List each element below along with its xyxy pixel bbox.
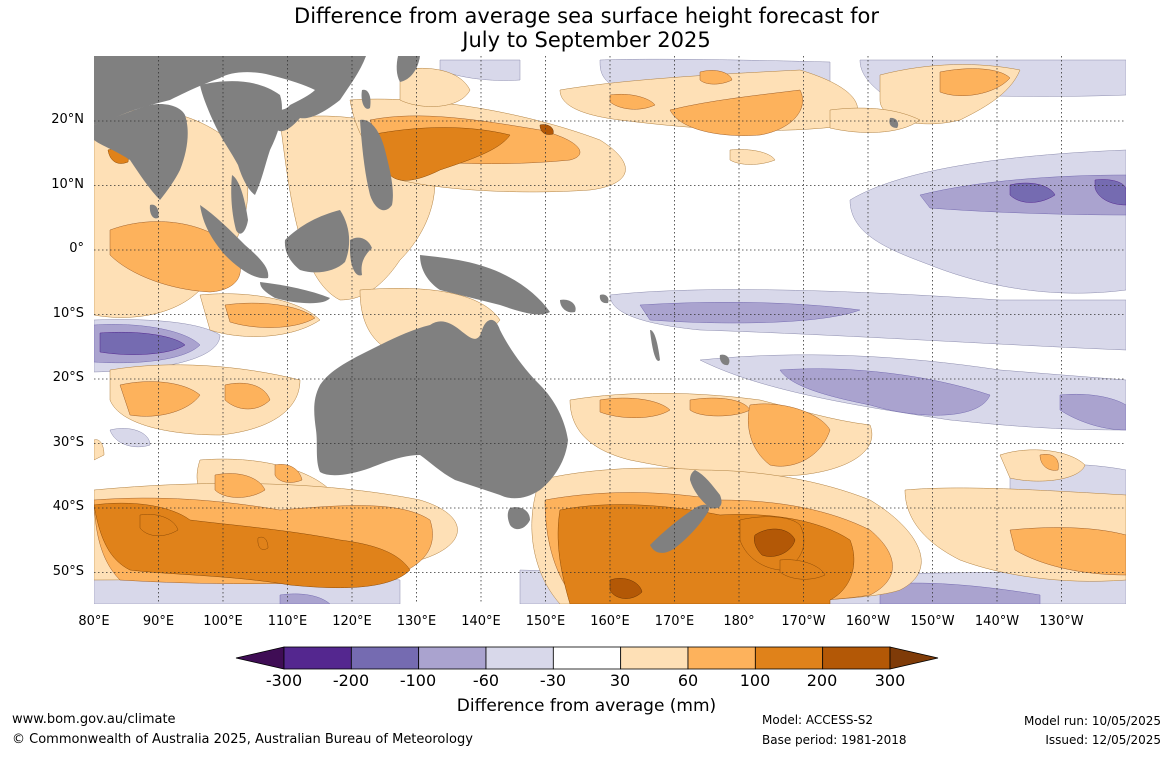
lat-label: 10°S	[52, 306, 84, 321]
lon-label: 160°E	[590, 614, 630, 629]
colorbar-segment	[418, 646, 487, 670]
title-line-2: July to September 2025	[462, 28, 711, 52]
colorbar-title: Difference from average (mm)	[456, 696, 717, 716]
footer-base-period: Base period: 1981-2018	[762, 733, 907, 747]
lon-label: 110°E	[267, 614, 308, 629]
lon-label: 130°W	[1039, 614, 1084, 629]
colorbar-segment	[485, 646, 554, 670]
gridlines	[94, 56, 1126, 604]
colorbar-tick-label: 200	[806, 671, 838, 690]
colorbar-tick-label: 30	[609, 671, 631, 690]
lon-label: 130°E	[396, 614, 437, 629]
colorbar-segment	[687, 646, 756, 670]
lon-label: 100°E	[203, 614, 243, 629]
colorbar-segment	[283, 646, 352, 670]
lon-label: 180°	[723, 614, 755, 629]
footer-issued: Issued: 12/05/2025	[1045, 733, 1161, 747]
lon-label: 80°E	[78, 614, 110, 629]
colorbar-segment	[552, 646, 622, 670]
footer-copyright: © Commonwealth of Australia 2025, Austra…	[12, 732, 473, 747]
lat-label: 40°S	[52, 499, 84, 514]
footer-url: www.bom.gov.au/climate	[12, 712, 176, 727]
lon-label: 120°E	[332, 614, 372, 629]
anomaly-pos-200-300	[539, 124, 796, 599]
colorbar-segment	[620, 646, 689, 670]
lat-label: 10°N	[51, 177, 84, 192]
colorbar-arrow-low	[235, 646, 285, 670]
footer-model-run: Model run: 10/05/2025	[1023, 714, 1161, 728]
lon-label: 170°E	[654, 614, 695, 629]
lon-label: 160°W	[845, 614, 891, 629]
colorbar-segment	[822, 646, 891, 670]
footer-model: Model: ACCESS-S2	[762, 713, 874, 727]
colorbar-tick-label: -100	[399, 671, 437, 690]
lon-label: 170°W	[781, 614, 826, 629]
colorbar-tick-label: -60	[472, 671, 500, 690]
colorbar-tick-label: 100	[739, 671, 771, 690]
land-masses	[94, 56, 899, 553]
map-field	[94, 56, 1126, 604]
colorbar-tick-label: -30	[539, 671, 567, 690]
colorbar	[235, 646, 939, 670]
colorbar-arrow-high	[889, 646, 939, 670]
colorbar-segments	[283, 646, 891, 670]
lat-label: 20°N	[51, 112, 84, 127]
lon-label: 140°W	[974, 614, 1020, 629]
title-line-1: Difference from average sea surface heig…	[294, 4, 879, 28]
colorbar-tick-label: -300	[265, 671, 303, 690]
lon-label: 140°E	[461, 614, 501, 629]
lat-label: 0°	[69, 241, 84, 256]
map-title: Difference from average sea surface heig…	[0, 4, 1173, 52]
lon-label: 150°W	[910, 614, 955, 629]
colorbar-tick-label: 60	[677, 671, 699, 690]
colorbar-segment	[754, 646, 824, 670]
lat-label: 30°S	[52, 435, 84, 450]
colorbar-tick-label: 300	[874, 671, 906, 690]
lon-label: 150°E	[525, 614, 566, 629]
colorbar-tick-label: -200	[332, 671, 370, 690]
lon-label: 90°E	[142, 614, 175, 629]
lat-label: 50°S	[52, 564, 84, 579]
lat-label: 20°S	[52, 370, 84, 385]
colorbar-segment	[350, 646, 420, 670]
